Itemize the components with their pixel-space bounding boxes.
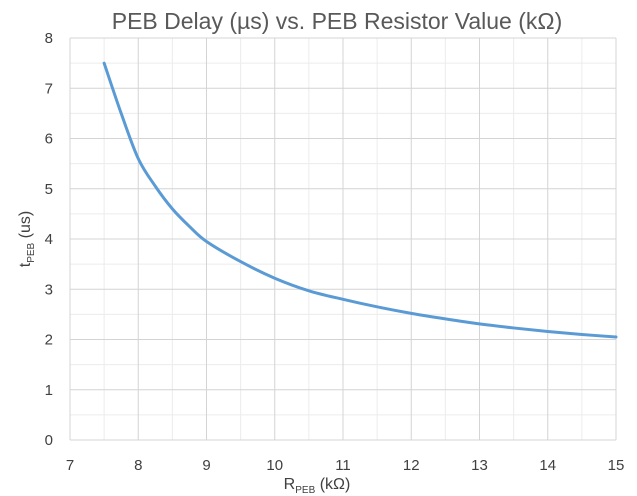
x-tick-label: 7 xyxy=(66,457,74,474)
y-tick-label: 1 xyxy=(45,382,53,399)
y-axis-title: tPEB (us) xyxy=(17,211,37,267)
x-tick-label: 10 xyxy=(266,457,283,474)
x-tick-label: 8 xyxy=(134,457,142,474)
x-tick-label: 9 xyxy=(202,457,210,474)
x-axis-title-suffix: (kΩ) xyxy=(315,476,350,493)
x-tick-labels: 7 8 9 10 11 12 13 14 15 xyxy=(66,457,625,474)
x-axis-title-subscript: PEB xyxy=(295,485,315,496)
chart-title: PEB Delay (µs) vs. PEB Resistor Value (k… xyxy=(112,8,563,34)
y-tick-label: 5 xyxy=(45,181,53,198)
series-layer xyxy=(102,61,618,339)
y-tick-label: 0 xyxy=(45,432,53,449)
x-tick-label: 15 xyxy=(608,457,625,474)
major-gridlines xyxy=(69,37,617,441)
y-tick-label: 8 xyxy=(45,30,53,47)
x-tick-label: 12 xyxy=(403,457,420,474)
y-tick-label: 4 xyxy=(45,231,53,248)
y-axis-title-subscript: PEB xyxy=(26,242,37,262)
y-tick-label: 3 xyxy=(45,281,53,298)
x-axis-title-main: R xyxy=(284,476,296,493)
series-line xyxy=(102,61,618,339)
x-axis-title: RPEB (kΩ) xyxy=(284,476,351,496)
y-tick-labels: 0 1 2 3 4 5 6 7 8 xyxy=(45,30,53,449)
x-tick-label: 13 xyxy=(471,457,488,474)
y-tick-label: 2 xyxy=(45,332,53,349)
y-axis-title-main: t xyxy=(17,262,34,267)
x-tick-label: 11 xyxy=(335,457,351,474)
y-axis-title-suffix: (us) xyxy=(17,211,34,243)
y-tick-label: 7 xyxy=(45,80,53,97)
x-tick-label: 14 xyxy=(539,457,556,474)
y-tick-label: 6 xyxy=(45,131,53,148)
